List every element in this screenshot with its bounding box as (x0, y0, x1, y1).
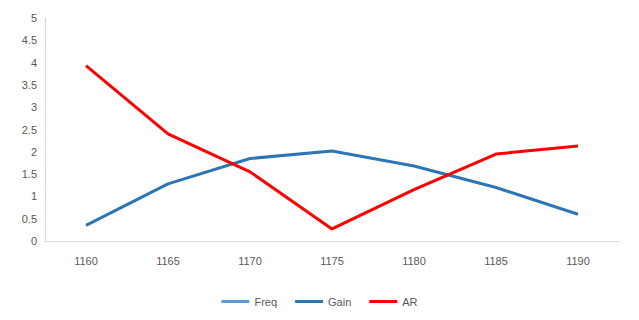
svg-text:5: 5 (31, 12, 37, 24)
svg-text:4.5: 4.5 (22, 34, 37, 46)
svg-text:1190: 1190 (566, 255, 590, 267)
svg-text:1175: 1175 (320, 255, 344, 267)
svg-text:1: 1 (31, 190, 37, 202)
svg-text:1170: 1170 (238, 255, 262, 267)
svg-text:0.5: 0.5 (22, 213, 37, 225)
svg-text:3.5: 3.5 (22, 79, 37, 91)
svg-text:1.5: 1.5 (22, 168, 37, 180)
svg-text:4: 4 (31, 57, 37, 69)
svg-text:AR: AR (402, 296, 417, 308)
svg-text:3: 3 (31, 101, 37, 113)
svg-text:1165: 1165 (156, 255, 180, 267)
svg-text:Freq: Freq (254, 296, 277, 308)
svg-text:Gain: Gain (328, 296, 351, 308)
svg-text:2: 2 (31, 146, 37, 158)
svg-text:1185: 1185 (484, 255, 508, 267)
svg-text:1160: 1160 (74, 255, 98, 267)
svg-text:1180: 1180 (402, 255, 426, 267)
svg-text:2.5: 2.5 (22, 124, 37, 136)
svg-text:0: 0 (31, 235, 37, 247)
